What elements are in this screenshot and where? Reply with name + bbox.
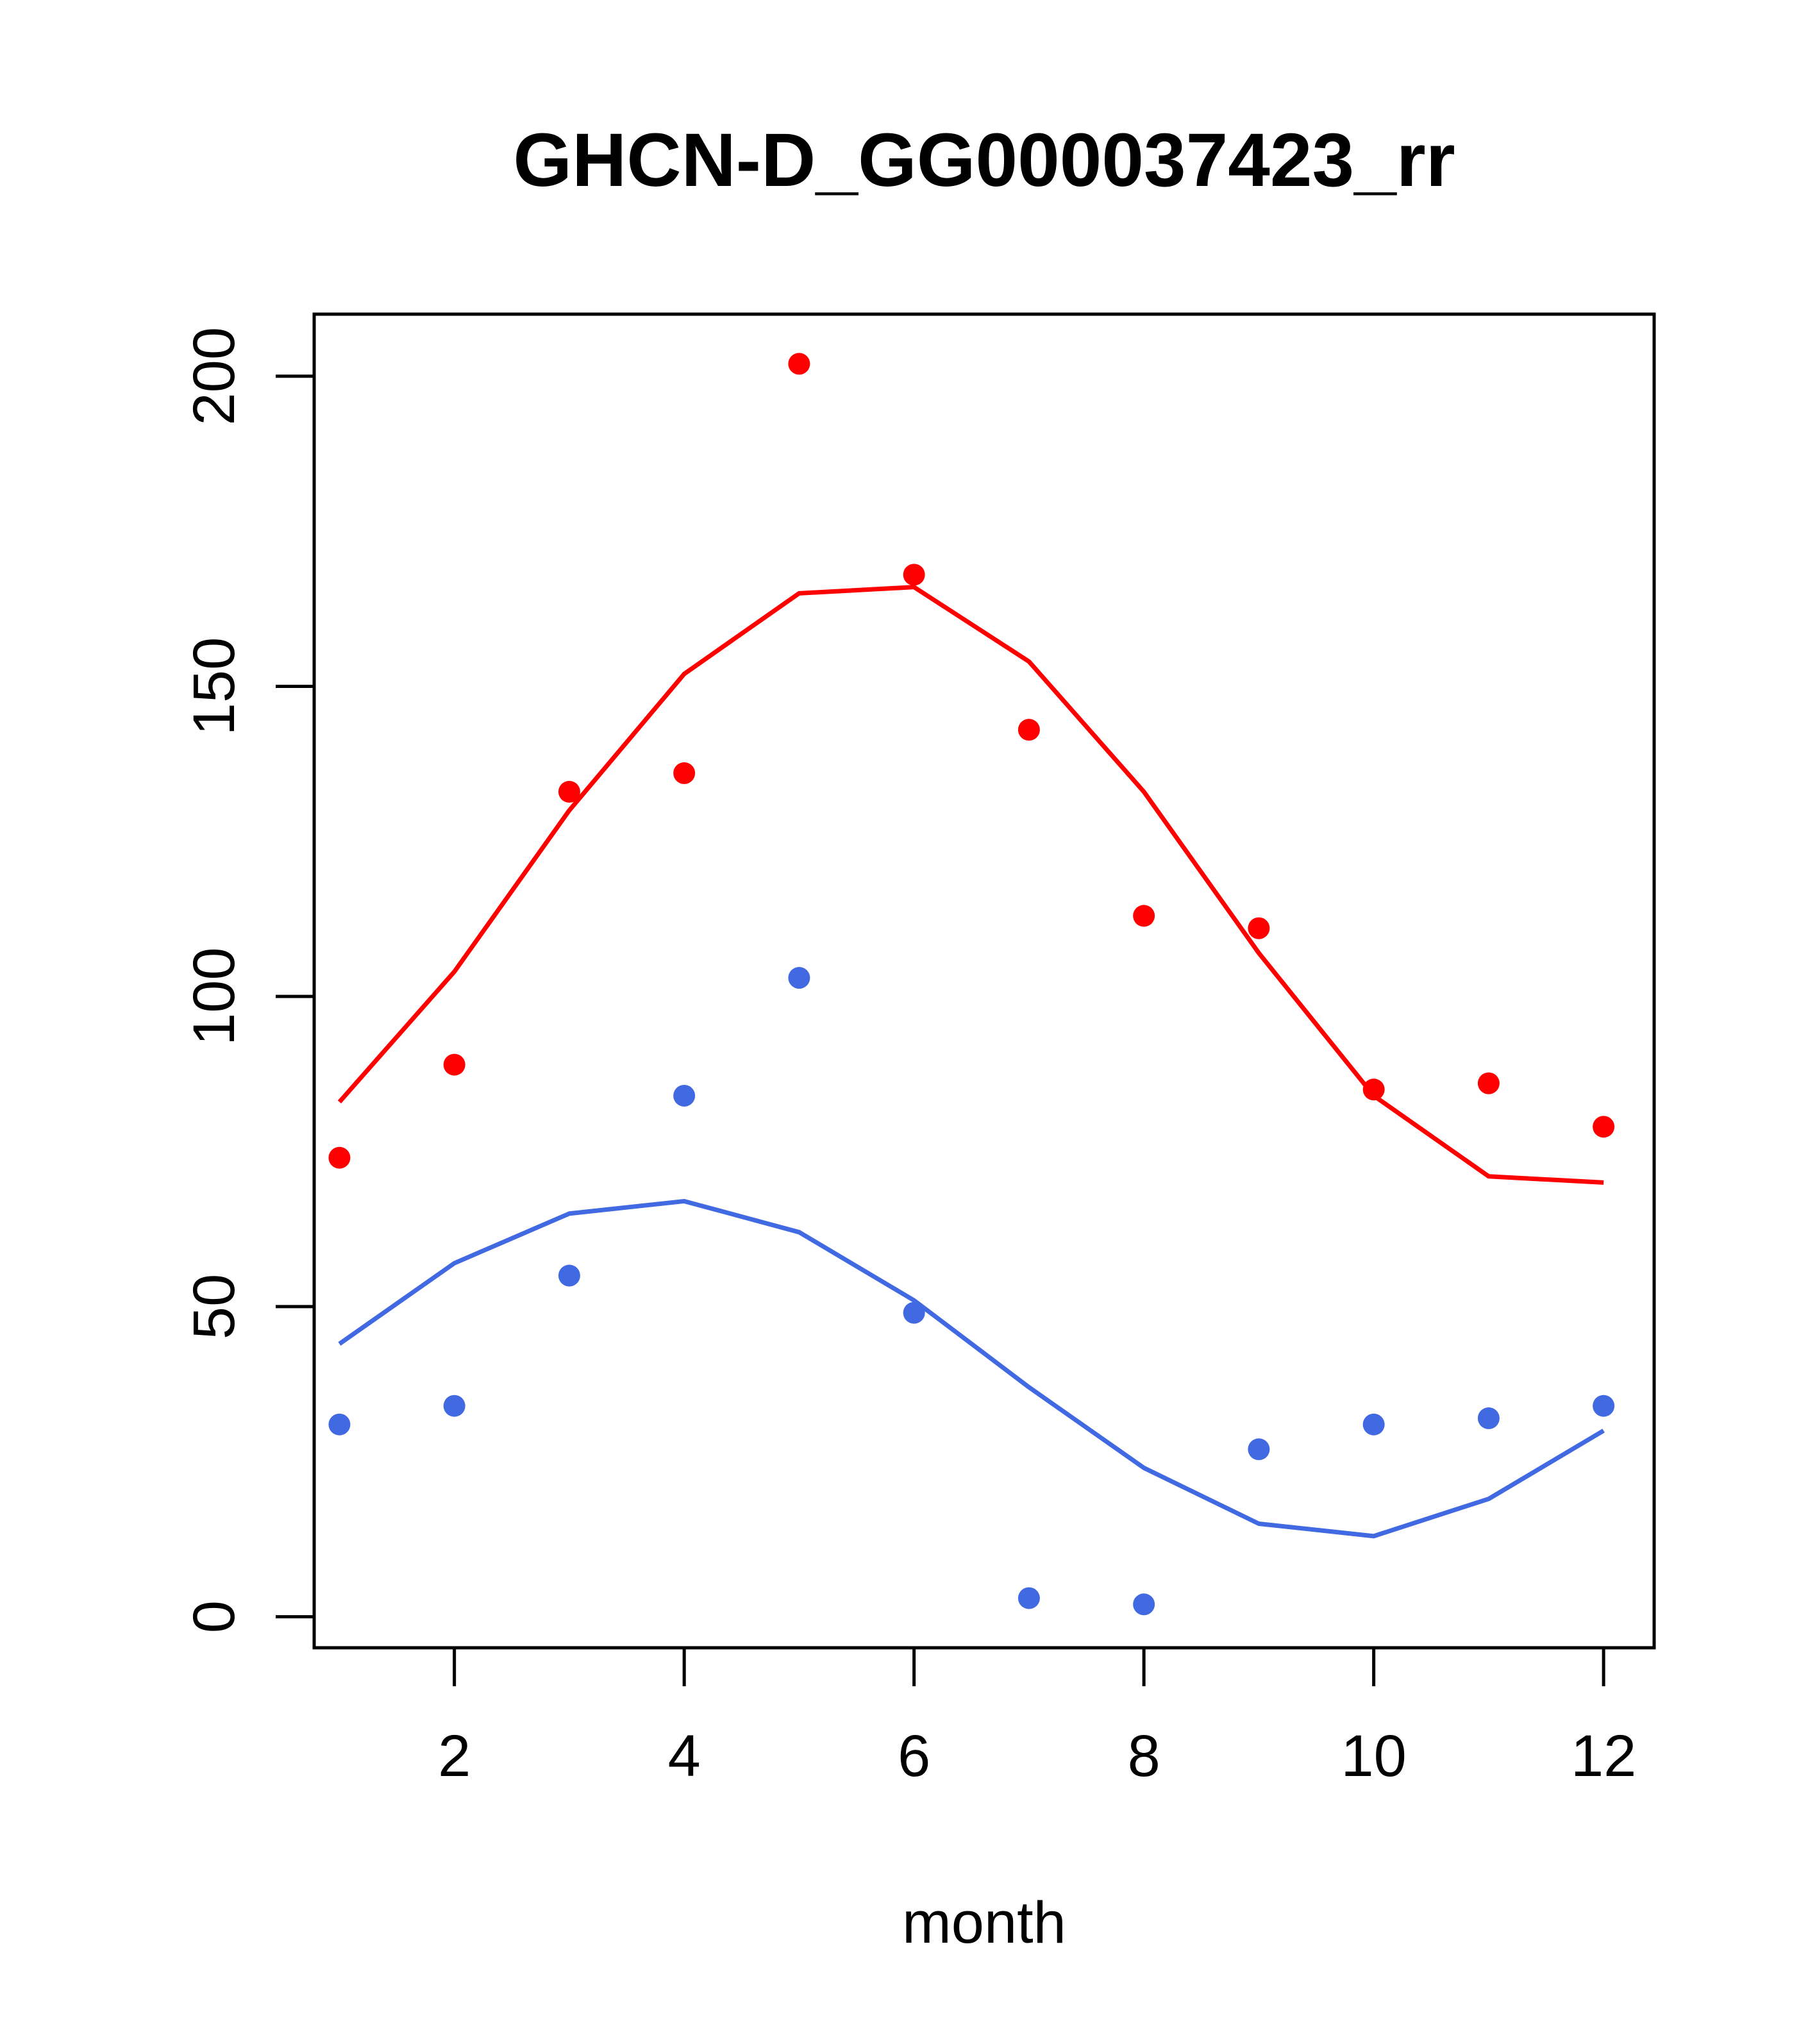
data-point [1362,1078,1385,1101]
data-point [1248,917,1270,939]
data-point [1017,719,1040,741]
x-axis-label: month [902,1890,1066,1956]
data-point [673,1084,696,1107]
data-point [328,1146,351,1169]
series-1 [328,353,1615,1185]
data-point [558,1264,580,1287]
series-line [337,585,1604,1185]
data-point [1593,1395,1615,1417]
y-tick-label: 100 [181,947,247,1046]
x-tick-label: 6 [898,1723,930,1789]
data-point [558,780,580,803]
plot-frame [312,312,1656,1650]
x-tick-label: 10 [1341,1723,1406,1789]
data-point [328,1413,351,1436]
data-point [1017,1587,1040,1609]
series-layer [328,353,1615,1616]
y-tick-label: 150 [181,637,247,736]
data-point [903,1302,925,1324]
y-axis: 0 50 100 150 200 [181,327,316,1633]
x-axis: 2 4 6 8 10 12 [438,1646,1636,1789]
data-point [903,564,925,586]
data-point [1248,1438,1270,1461]
y-tick-label: 50 [181,1274,247,1339]
x-tick-label: 12 [1571,1723,1636,1789]
series-2 [328,967,1615,1616]
series-line [338,1198,1605,1539]
x-tick-label: 4 [668,1723,701,1789]
data-point [1477,1407,1500,1430]
data-point [1362,1413,1385,1436]
data-point [1133,1593,1155,1616]
data-point [673,762,696,784]
data-point [1593,1116,1615,1138]
x-tick-label: 8 [1128,1723,1160,1789]
x-tick-label: 2 [438,1723,471,1789]
data-point [443,1395,465,1417]
data-point [788,967,810,989]
chart-title: GHCN-D_GG000037423_rr [513,118,1455,203]
data-point [1133,905,1155,927]
data-point [443,1053,465,1076]
y-tick-label: 0 [181,1600,247,1633]
data-point [788,353,810,375]
data-point [1477,1072,1500,1094]
y-tick-label: 200 [181,327,247,426]
